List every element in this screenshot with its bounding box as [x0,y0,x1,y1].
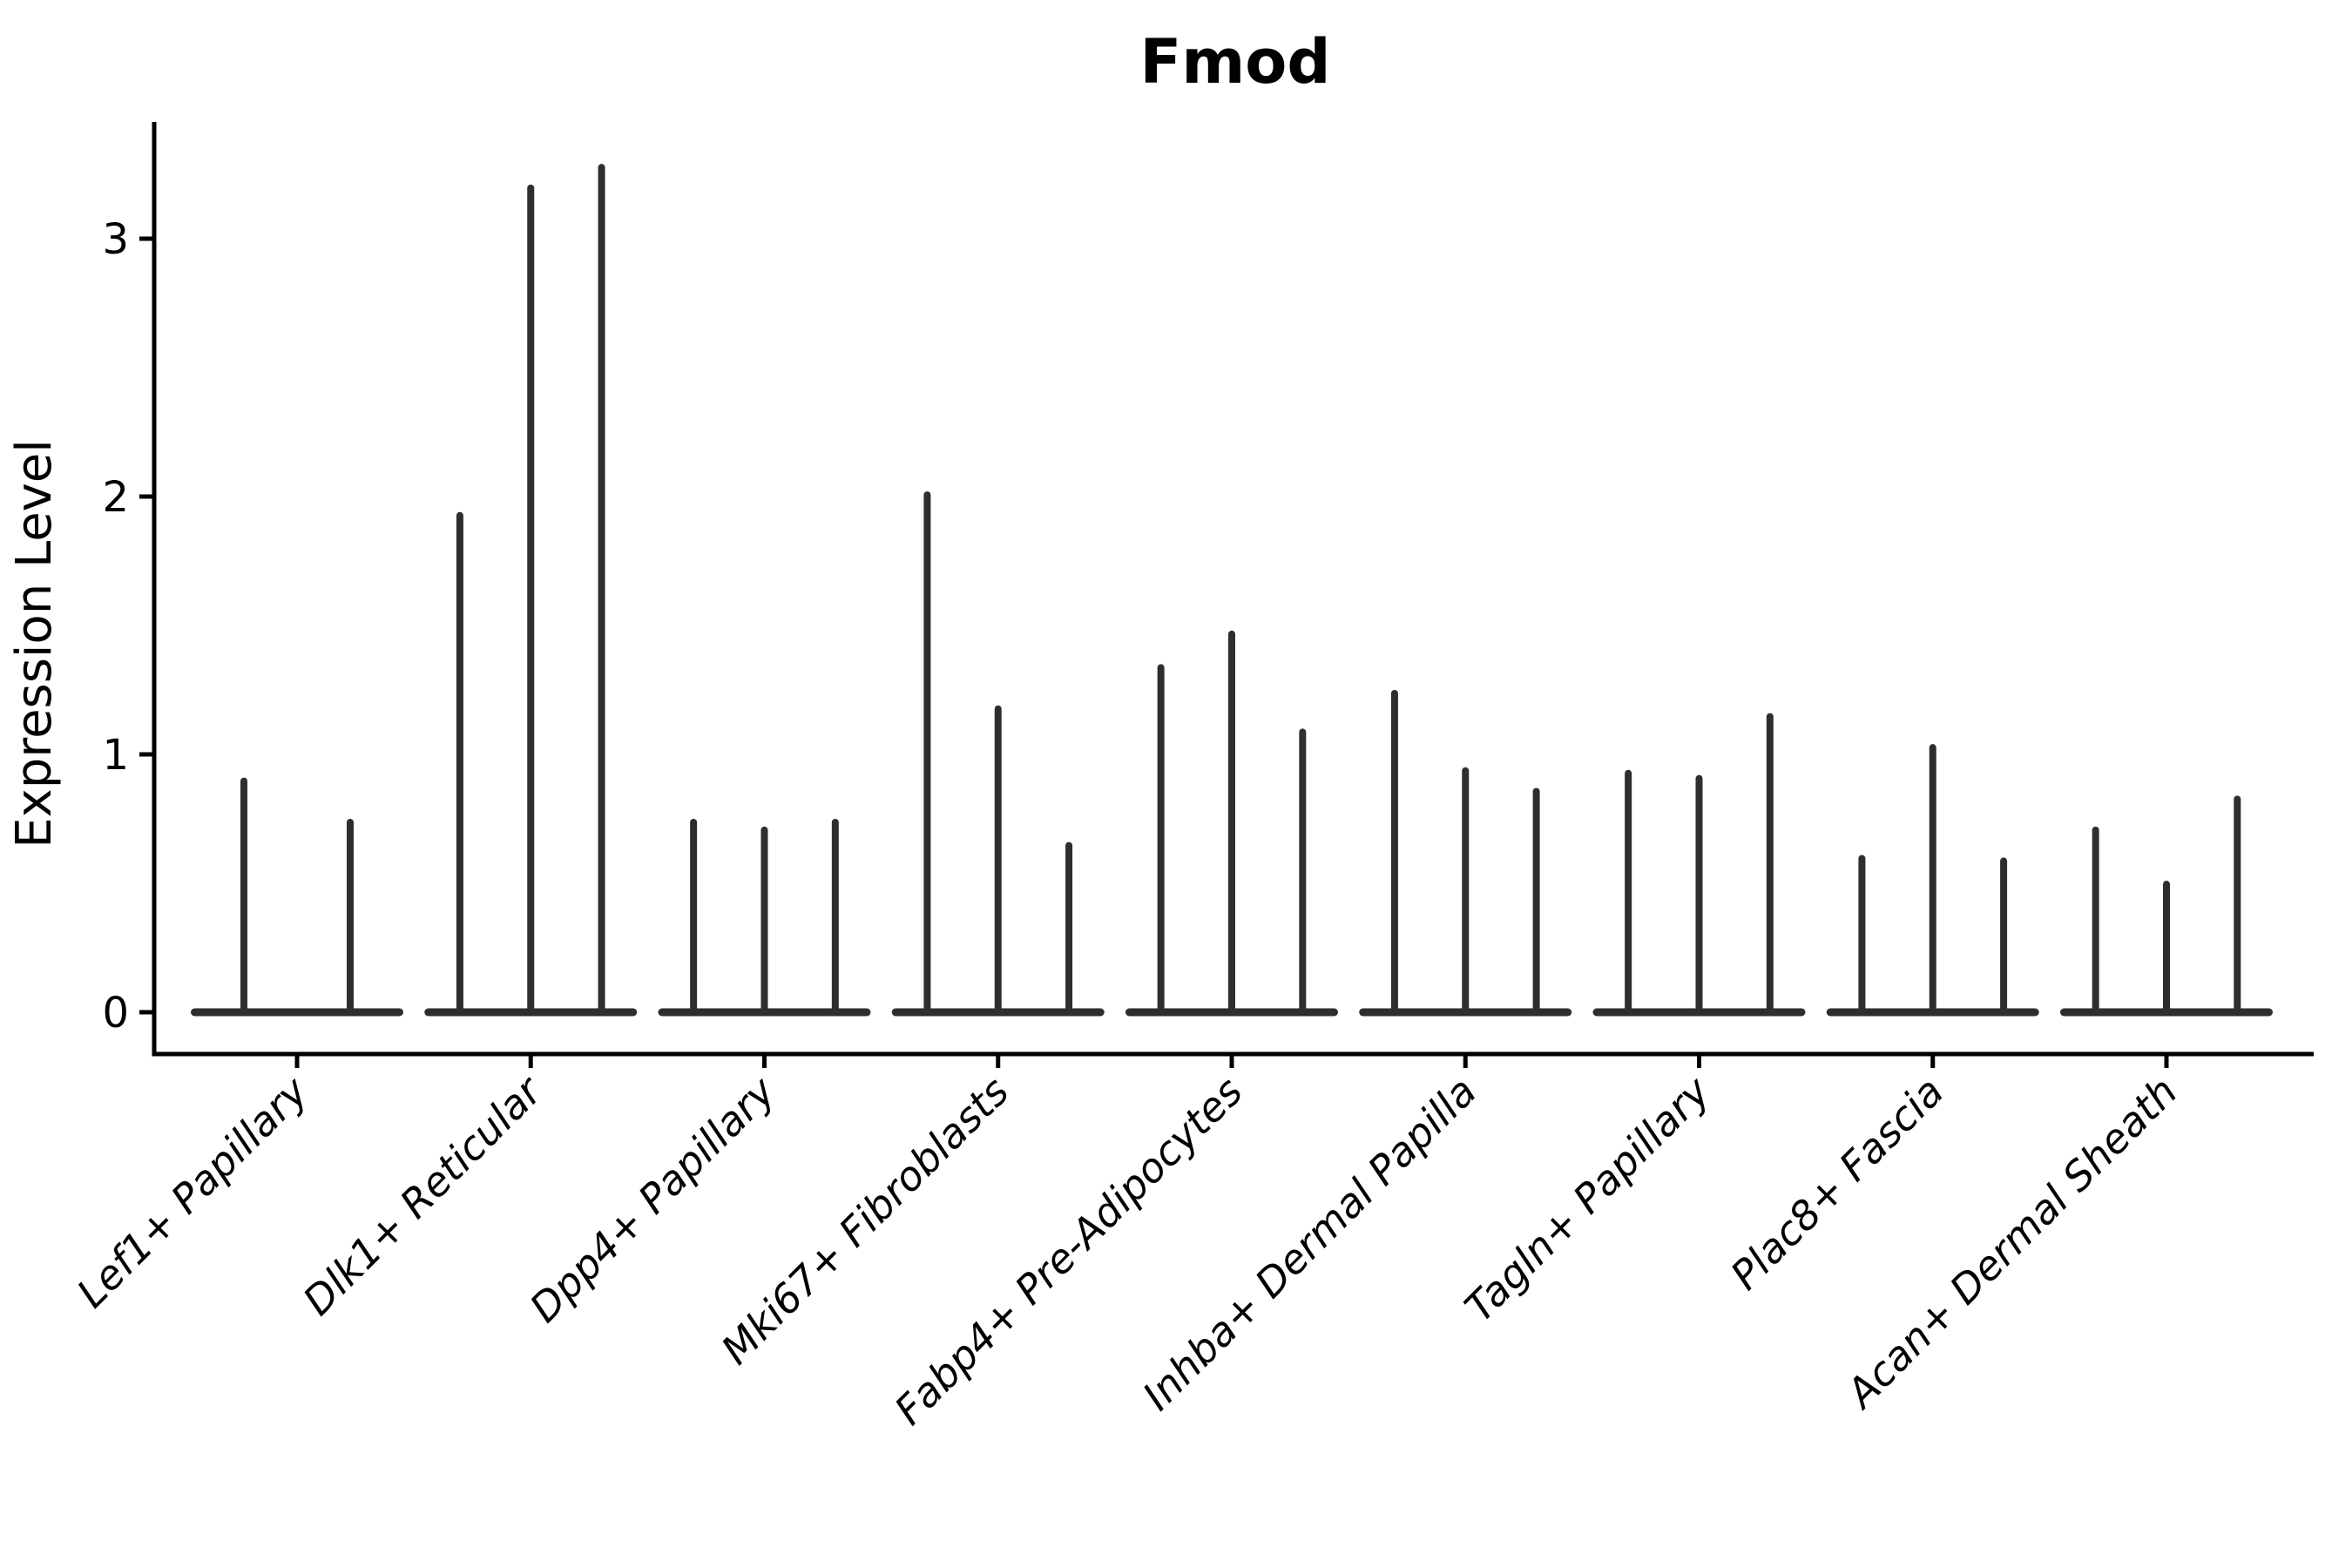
violin-spike [1532,787,1540,1017]
violin-spike [1929,744,1936,1017]
y-axis-label: Expression Level [6,439,63,848]
y-tick-label: 0 [102,989,129,1037]
violin-spike [1228,630,1235,1017]
violin-spike [527,184,535,1017]
x-tick-label: Dpp4+ Papillary [521,1067,785,1331]
violin-spike [1390,690,1398,1017]
violin-spike [2000,857,2008,1017]
violin-spike [598,164,605,1017]
violin-base [191,1008,403,1017]
y-tick-label: 2 [102,473,129,522]
violin-spike [1858,855,1866,1017]
violin-spike [1695,774,1703,1017]
violin-spike [760,826,768,1017]
violin-spike [2163,881,2170,1017]
x-tick-label: Tagln+ Papillary [1456,1067,1720,1331]
violin-spike [240,777,247,1017]
violin-spike [456,511,463,1017]
violin-spike [2234,795,2241,1017]
y-tick-label: 1 [102,731,129,780]
violin-spike [690,819,698,1017]
x-tick-label: Plac8+ Fascia [1721,1068,1952,1299]
x-tick-label: Lef1+ Papillary [68,1067,317,1316]
violin-spike [1157,664,1165,1017]
violins [191,164,2273,1017]
chart-title: Fmod [1140,26,1331,98]
violin-spike [1625,769,1632,1017]
violin-spike [1462,767,1470,1017]
y-axis-ticks: 0 1 2 3 [102,215,154,1037]
x-tick-label: Dlk1+ Reticular [294,1065,552,1324]
violin-spike [994,705,1002,1017]
violin-spike [1065,841,1073,1017]
violin-spike [923,491,931,1017]
violin-spike [831,819,839,1017]
violin-spike [1766,713,1774,1017]
violin-spike [2092,826,2099,1017]
violin-spike [1299,728,1307,1017]
y-tick-label: 3 [102,215,129,264]
violin-spike [347,819,354,1017]
